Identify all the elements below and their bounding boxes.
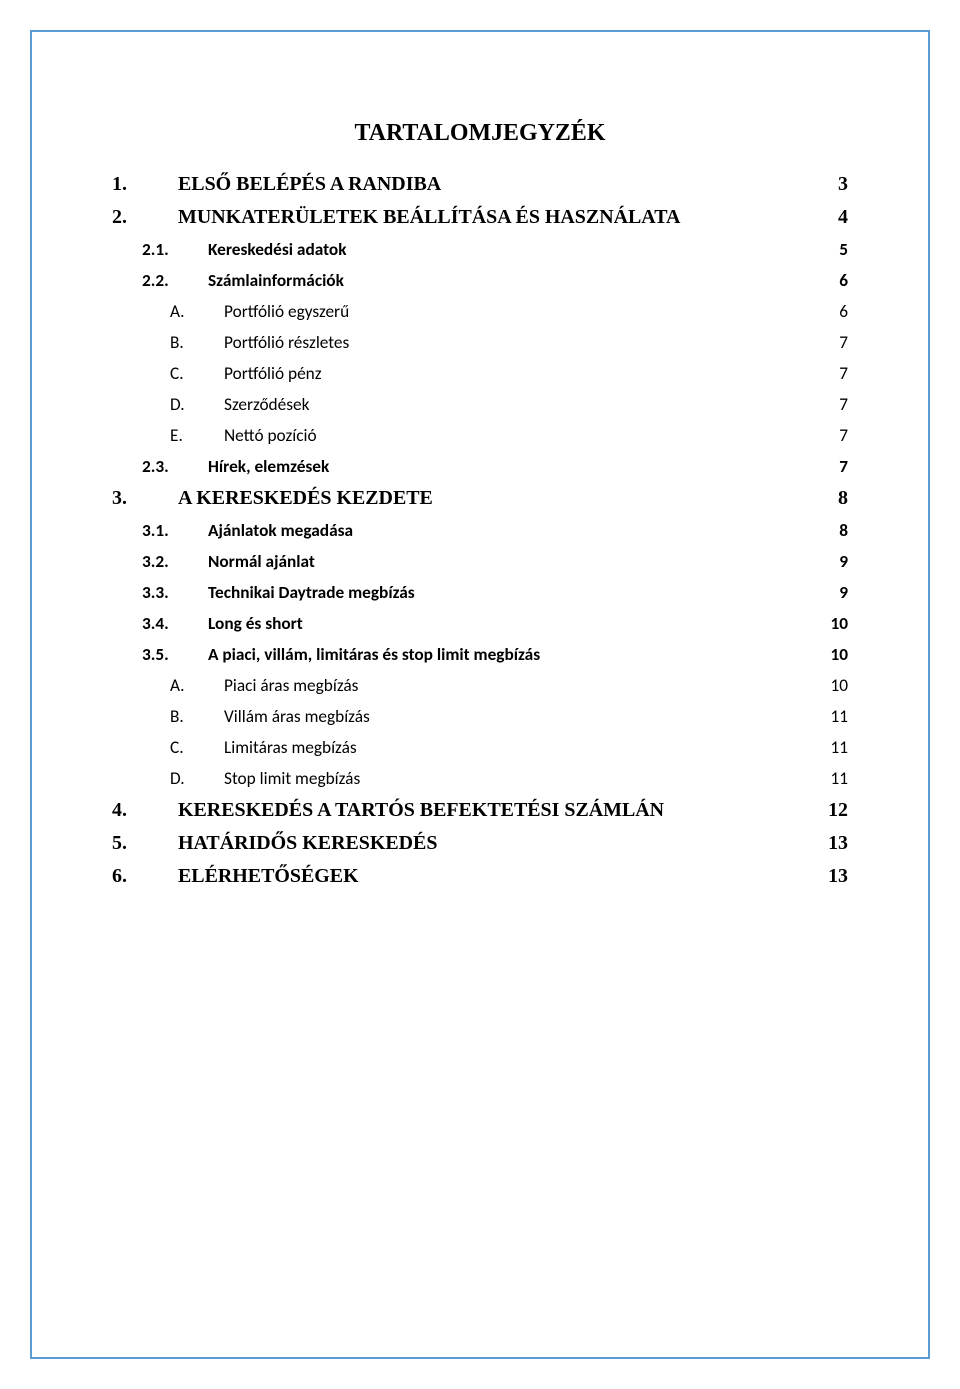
toc-entry: 6.ELÉRHETŐSÉGEK 13 (112, 865, 848, 888)
toc-entry-number: 3.4. (142, 613, 208, 634)
document-page: TARTALOMJEGYZÉK 1.ELSŐ BELÉPÉS A RANDIBA… (0, 0, 960, 1389)
toc-entry: C.Limitáras megbízás 11 (170, 737, 848, 758)
toc-entry-page: 6 (835, 270, 848, 291)
toc-entry-label: MUNKATERÜLETEK BEÁLLÍTÁSA ÉS HASZNÁLATA (178, 206, 680, 229)
toc-entry-number: 2.3. (142, 456, 208, 477)
toc-entry-page: 9 (835, 582, 848, 603)
toc-entry: 3.5.A piaci, villám, limitáras és stop l… (142, 644, 848, 665)
toc-entry: 2.3.Hírek, elemzések 7 (142, 456, 848, 477)
toc-entry: 2.2.Számlainformációk 6 (142, 270, 848, 291)
toc-entry-number: 3.3. (142, 582, 208, 603)
table-of-contents: 1.ELSŐ BELÉPÉS A RANDIBA 3 2.MUNKATERÜLETE… (112, 173, 848, 888)
toc-entry: 5.HATÁRIDŐS KERESKEDÉS 13 (112, 832, 848, 855)
toc-entry-label: Kereskedési adatok (208, 239, 347, 260)
toc-entry-page: 7 (835, 425, 848, 446)
toc-entry-label: Normál ajánlat (208, 551, 315, 572)
toc-entry-page: 7 (835, 456, 848, 477)
toc-entry-label: Portfólió részletes (224, 332, 349, 353)
toc-entry-number: 2. (112, 206, 178, 229)
toc-entry-page: 11 (826, 768, 848, 789)
toc-entry: 3.2.Normál ajánlat 9 (142, 551, 848, 572)
toc-entry-page: 7 (835, 332, 848, 353)
toc-entry-number: 2.1. (142, 239, 208, 260)
toc-entry-number: C. (170, 363, 224, 384)
toc-entry-number: A. (170, 675, 224, 696)
toc-entry-page: 11 (826, 737, 848, 758)
toc-entry-label: Limitáras megbízás (224, 737, 357, 758)
toc-entry-number: 3.1. (142, 520, 208, 541)
toc-entry-page: 9 (835, 551, 848, 572)
toc-entry-page: 10 (826, 613, 848, 634)
toc-entry-label: Stop limit megbízás (224, 768, 360, 789)
toc-entry: C.Portfólió pénz 7 (170, 363, 848, 384)
toc-entry: A.Piaci áras megbízás 10 (170, 675, 848, 696)
toc-entry: 3.1.Ajánlatok megadása 8 (142, 520, 848, 541)
toc-entry-label: Technikai Daytrade megbízás (208, 582, 415, 603)
toc-entry-number: 3. (112, 487, 178, 510)
toc-entry-number: 4. (112, 799, 178, 822)
page-frame: TARTALOMJEGYZÉK 1.ELSŐ BELÉPÉS A RANDIBA… (30, 30, 930, 1359)
toc-entry-number: D. (170, 394, 224, 415)
toc-entry: 3.A KERESKEDÉS KEZDETE 8 (112, 487, 848, 510)
toc-entry-page: 10 (826, 644, 848, 665)
toc-entry-number: 5. (112, 832, 178, 855)
toc-entry: A.Portfólió egyszerű 6 (170, 301, 848, 322)
toc-entry-label: Portfólió egyszerű (224, 301, 349, 322)
toc-entry-label: Számlainformációk (208, 270, 344, 291)
toc-entry: 2.MUNKATERÜLETEK BEÁLLÍTÁSA ÉS HASZNÁLAT… (112, 206, 848, 229)
toc-entry-label: Villám áras megbízás (224, 706, 370, 727)
toc-entry-number: E. (170, 425, 224, 446)
toc-entry: 3.3.Technikai Daytrade megbízás 9 (142, 582, 848, 603)
toc-entry-label: Hírek, elemzések (208, 456, 329, 477)
toc-entry-number: 2.2. (142, 270, 208, 291)
toc-entry-number: D. (170, 768, 224, 789)
toc-entry-label: Szerződések (224, 394, 309, 415)
toc-entry-label: ELSŐ BELÉPÉS A RANDIBA (178, 173, 441, 196)
toc-entry: D.Stop limit megbízás 11 (170, 768, 848, 789)
toc-entry-number: 3.5. (142, 644, 208, 665)
toc-entry-label: Piaci áras megbízás (224, 675, 358, 696)
toc-entry-page: 11 (826, 706, 848, 727)
toc-entry: 3.4.Long és short 10 (142, 613, 848, 634)
page-title: TARTALOMJEGYZÉK (112, 120, 848, 147)
toc-entry-label: KERESKEDÉS A TARTÓS BEFEKTETÉSI SZÁMLÁN (178, 799, 664, 822)
toc-entry-number: C. (170, 737, 224, 758)
toc-entry-label: Ajánlatok megadása (208, 520, 353, 541)
toc-entry: B.Villám áras megbízás 11 (170, 706, 848, 727)
toc-entry: D.Szerződések 7 (170, 394, 848, 415)
toc-entry-label: Long és short (208, 613, 303, 634)
toc-entry-label: ELÉRHETŐSÉGEK (178, 865, 359, 888)
toc-entry-page: 13 (824, 832, 848, 855)
toc-entry: 1.ELSŐ BELÉPÉS A RANDIBA 3 (112, 173, 848, 196)
toc-entry-page: 7 (835, 394, 848, 415)
toc-entry-page: 13 (824, 865, 848, 888)
toc-entry: 4.KERESKEDÉS A TARTÓS BEFEKTETÉSI SZÁMLÁ… (112, 799, 848, 822)
toc-entry-label: A piaci, villám, limitáras és stop limit… (208, 644, 540, 665)
toc-entry-number: A. (170, 301, 224, 322)
toc-entry-number: 3.2. (142, 551, 208, 572)
toc-entry-page: 10 (826, 675, 848, 696)
toc-entry: E.Nettó pozíció 7 (170, 425, 848, 446)
toc-entry-label: A KERESKEDÉS KEZDETE (178, 487, 433, 510)
toc-entry-number: B. (170, 706, 224, 727)
toc-entry-page: 5 (835, 239, 848, 260)
toc-entry-page: 4 (834, 206, 848, 229)
toc-entry-label: HATÁRIDŐS KERESKEDÉS (178, 832, 437, 855)
toc-entry-label: Nettó pozíció (224, 425, 317, 446)
toc-entry-page: 8 (835, 520, 848, 541)
toc-entry: 2.1.Kereskedési adatok 5 (142, 239, 848, 260)
toc-entry-page: 3 (834, 173, 848, 196)
toc-entry-number: 6. (112, 865, 178, 888)
toc-entry-page: 8 (834, 487, 848, 510)
toc-entry-number: 1. (112, 173, 178, 196)
toc-entry-page: 12 (824, 799, 848, 822)
toc-entry-page: 7 (835, 363, 848, 384)
toc-entry-page: 6 (835, 301, 848, 322)
toc-entry: B.Portfólió részletes 7 (170, 332, 848, 353)
toc-entry-number: B. (170, 332, 224, 353)
toc-entry-label: Portfólió pénz (224, 363, 322, 384)
